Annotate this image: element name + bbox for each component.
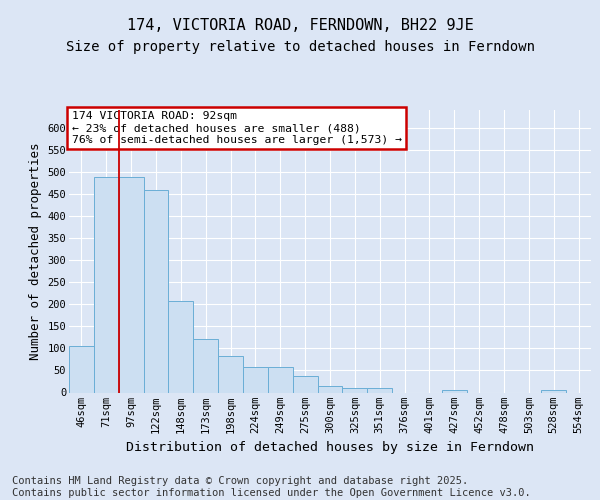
X-axis label: Distribution of detached houses by size in Ferndown: Distribution of detached houses by size … (126, 441, 534, 454)
Bar (293, 376, 317, 392)
Bar (169, 301, 193, 392)
Bar (218, 356, 243, 392)
Text: 174 VICTORIA ROAD: 92sqm
← 23% of detached houses are smaller (488)
76% of semi-: 174 VICTORIA ROAD: 92sqm ← 23% of detach… (71, 112, 401, 144)
Bar (69, 346, 94, 393)
Bar (442, 390, 467, 392)
Bar (541, 390, 566, 392)
Y-axis label: Number of detached properties: Number of detached properties (29, 142, 42, 360)
Bar (367, 388, 392, 392)
Bar (94, 177, 119, 392)
Text: 174, VICTORIA ROAD, FERNDOWN, BH22 9JE: 174, VICTORIA ROAD, FERNDOWN, BH22 9JE (127, 18, 473, 32)
Bar (268, 368, 293, 392)
Bar (143, 190, 169, 392)
Bar (193, 338, 218, 392)
Text: Contains HM Land Registry data © Crown copyright and database right 2025.
Contai: Contains HM Land Registry data © Crown c… (12, 476, 531, 498)
Bar (343, 388, 367, 392)
Bar (119, 177, 143, 392)
Bar (243, 368, 268, 392)
Text: Size of property relative to detached houses in Ferndown: Size of property relative to detached ho… (65, 40, 535, 54)
Bar (317, 386, 343, 392)
